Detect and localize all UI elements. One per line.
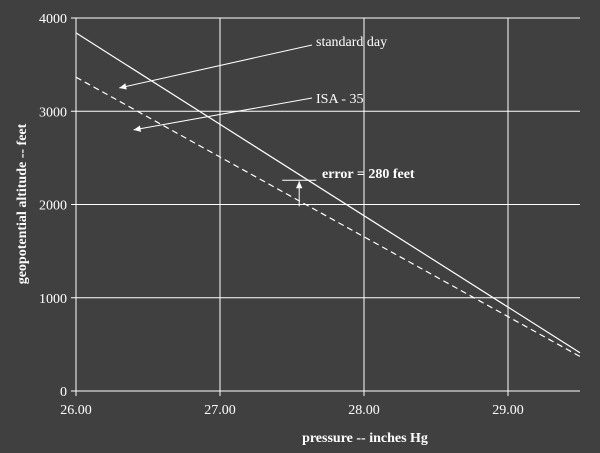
y-tick-label: 4000 [39, 12, 67, 27]
series-isa-35-line [75, 76, 581, 358]
x-axis-title: pressure -- inches Hg [302, 431, 428, 446]
annotation-standard-day: standard day [316, 35, 387, 50]
x-tick-label: 27.00 [204, 403, 236, 418]
y-tick-label: 1000 [39, 292, 67, 307]
series-standard-day-line [75, 32, 581, 354]
x-tick-label: 26.00 [60, 403, 92, 418]
annotation-isa-35: ISA - 35 [316, 92, 363, 107]
annotation-isa-35-arrow-head [133, 125, 142, 132]
y-axis-title: geopotential altitude -- feet [15, 123, 30, 284]
x-tick-label: 29.00 [492, 403, 524, 418]
series [75, 32, 581, 358]
y-tick-label: 3000 [39, 105, 67, 120]
tick-labels: 26.00 27.00 28.00 29.00 0 1000 2000 3000 4000 [39, 12, 524, 418]
error-arrow-head [296, 181, 303, 189]
grid [76, 17, 580, 391]
x-tick-label: 28.00 [348, 403, 380, 418]
annotation-error: error = 280 feet [322, 167, 415, 182]
y-tick-label: 0 [60, 385, 67, 400]
annotation-isa-35-arrow [133, 97, 313, 131]
annotations: standard day ISA - 35 error = 280 feet [119, 35, 415, 207]
axes [71, 17, 580, 396]
annotation-standard-day-arrow [119, 44, 313, 89]
annotation-standard-day-arrow-head [119, 83, 127, 90]
y-tick-label: 2000 [39, 199, 67, 214]
